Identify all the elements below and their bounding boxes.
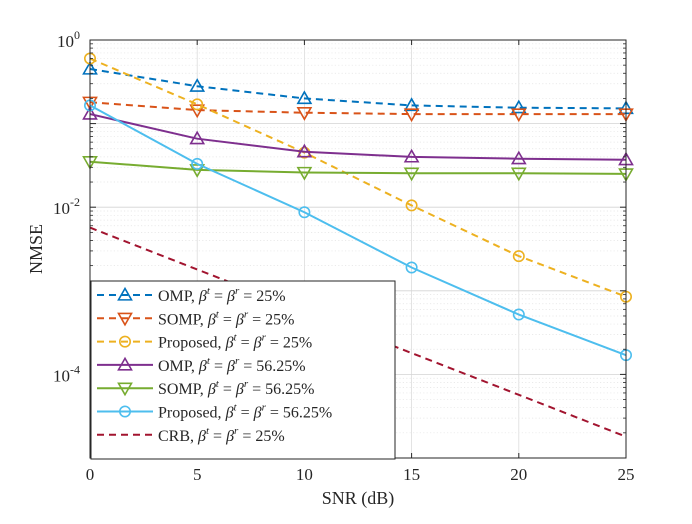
series-line: [89, 160, 627, 175]
legend-entry-1: SOMP, βt = βr = 25%: [97, 308, 294, 328]
series-line: [89, 57, 627, 298]
y-tick-label: 100: [57, 28, 80, 51]
legend-swatch-marker: [117, 286, 133, 301]
data-point: [296, 166, 313, 181]
legend-swatch-marker: [117, 382, 133, 397]
legend-swatch-marker: [117, 312, 133, 327]
data-point: [296, 143, 313, 158]
data-point: [405, 199, 418, 212]
legend-label: OMP, βt = βr = 25%: [158, 285, 286, 305]
data-point: [191, 157, 204, 170]
legend-swatch-marker: [117, 356, 133, 371]
x-tick-label: 0: [86, 465, 95, 484]
series-line: [89, 113, 627, 161]
legend-label: CRB, βt = βr = 25%: [158, 425, 285, 445]
legend-entry-0: OMP, βt = βr = 25%: [97, 285, 286, 305]
legend-label: SOMP, βt = βr = 25%: [158, 308, 294, 328]
x-tick-label: 15: [403, 465, 420, 484]
x-tick-label: 10: [296, 465, 313, 484]
data-point: [403, 108, 420, 123]
y-axis-label: NMSE: [26, 224, 46, 274]
data-point: [405, 261, 418, 274]
series-layer: [82, 52, 634, 438]
legend-swatch-marker: [119, 405, 132, 418]
data-point: [298, 206, 311, 219]
data-point: [403, 97, 420, 112]
legend-entry-6: CRB, βt = βr = 25%: [97, 425, 285, 445]
x-tick-label: 20: [510, 465, 527, 484]
legend-box: [90, 280, 396, 460]
data-point: [189, 78, 206, 92]
series-line: [89, 101, 626, 116]
x-axis-label: SNR (dB): [322, 488, 395, 509]
data-point: [189, 104, 206, 119]
legend-label: Proposed, βt = βr = 25%: [158, 332, 312, 352]
data-point: [403, 167, 420, 182]
y-tick-label: 10-2: [53, 195, 80, 218]
data-point: [512, 308, 525, 321]
series-line: [89, 68, 627, 110]
series-line: [89, 104, 627, 357]
tick-marks: [89, 39, 627, 459]
legend-entry-5: Proposed, βt = βr = 56.25%: [97, 402, 332, 422]
data-point: [512, 250, 525, 263]
data-point: [296, 90, 313, 105]
data-point: [296, 107, 313, 121]
legend-entry-4: SOMP, βt = βr = 56.25%: [97, 378, 314, 398]
legend-entry-3: OMP, βt = βr = 56.25%: [97, 355, 306, 375]
legend-entry-2: Proposed, βt = βr = 25%: [97, 332, 312, 352]
data-point: [403, 148, 420, 163]
legend: OMP, βt = βr = 25% SOMP, βt = βr = 25% Pro…: [90, 280, 396, 460]
data-point: [189, 130, 206, 145]
legend-label: OMP, βt = βr = 56.25%: [158, 355, 306, 375]
tick-labels: 0 5 10 15 20 25 10-4 10-2 100: [53, 28, 635, 484]
data-point: [191, 98, 204, 111]
data-point: [510, 99, 527, 114]
x-tick-label: 25: [618, 465, 635, 484]
x-tick-label: 5: [193, 465, 202, 484]
data-point: [510, 108, 527, 123]
data-point: [510, 150, 527, 165]
legend-label: SOMP, βt = βr = 56.25%: [158, 378, 314, 398]
legend-swatch-marker: [119, 335, 132, 348]
data-point: [510, 167, 527, 182]
legend-label: Proposed, βt = βr = 56.25%: [158, 402, 332, 422]
y-tick-label: 10-4: [53, 362, 80, 385]
